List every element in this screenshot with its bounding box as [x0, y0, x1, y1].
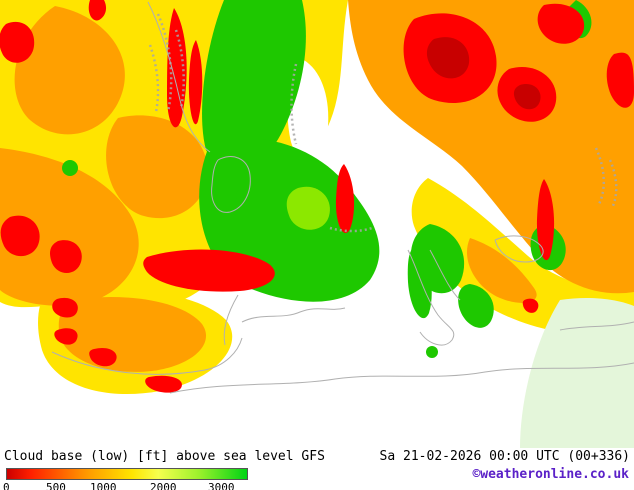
watermark-copyright: ©weatheronline.co.uk: [472, 467, 629, 482]
map-title: Cloud base (low) [ft] above sea level GF…: [4, 449, 325, 464]
color-scale-legend: 0 500 1000 2000 3000: [0, 466, 260, 490]
legend-tick-0: 0: [3, 481, 10, 490]
cloud-region-green: [62, 0, 592, 358]
legend-tick-3000: 3000: [208, 481, 235, 490]
legend-tick-500: 500: [46, 481, 66, 490]
footer: Cloud base (low) [ft] above sea level GF…: [0, 448, 634, 490]
cloud-region-pale-green: [520, 297, 634, 448]
coastlines: [51, 1, 634, 394]
weather-map-svg: [0, 0, 634, 448]
legend-tick-1000: 1000: [90, 481, 117, 490]
terrain-speckle: [148, 13, 618, 233]
legend-row: 0 500 1000 2000 3000 ©weatheronline.co.u…: [0, 464, 634, 490]
legend-tick-2000: 2000: [150, 481, 177, 490]
cloud-region-light-green: [286, 186, 330, 230]
map-area: [0, 0, 634, 448]
title-row: Cloud base (low) [ft] above sea level GF…: [0, 448, 634, 464]
map-datetime: Sa 21-02-2026 00:00 UTC (00+336): [379, 449, 630, 464]
cloud-region-dark-red: [426, 37, 541, 110]
legend-gradient-bar: [6, 468, 248, 480]
